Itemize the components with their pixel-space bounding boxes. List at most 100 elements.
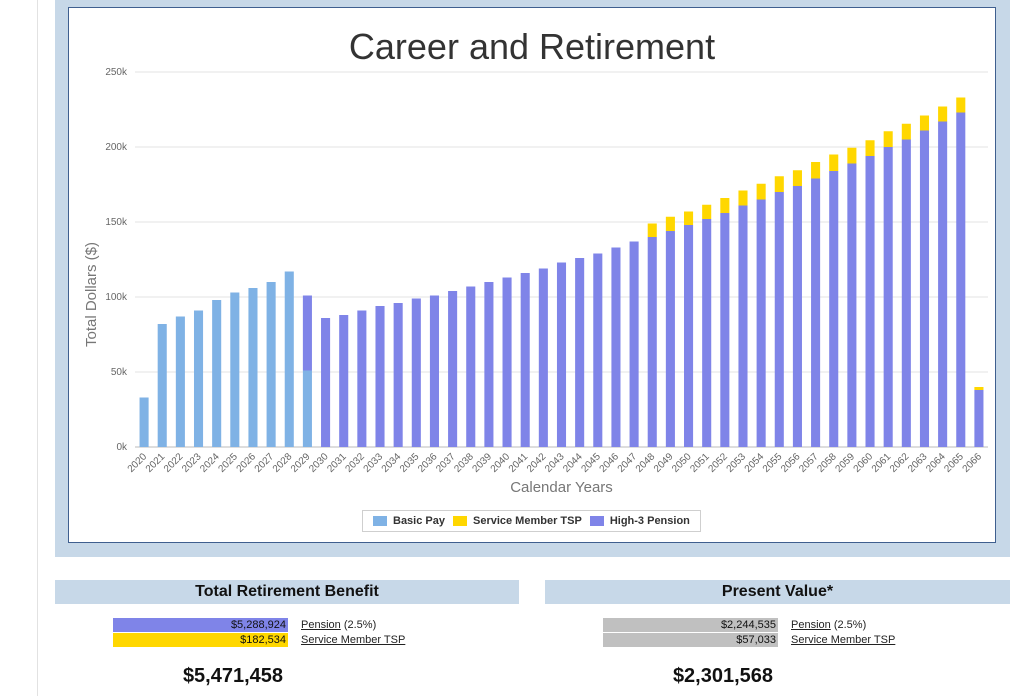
total-benefit-amount: $5,471,458 — [182, 665, 284, 687]
x-tick-label: 2065 — [942, 451, 966, 475]
legend-label-basic-pay: Basic Pay — [393, 515, 445, 527]
bar-high-3-pension — [520, 273, 530, 447]
bar-high-3-pension — [538, 268, 548, 447]
page-divider — [37, 0, 38, 696]
bar-service-member-tsp — [720, 198, 730, 213]
bar-high-3-pension — [466, 286, 476, 447]
y-tick-label: 200k — [105, 142, 128, 153]
bar-service-member-tsp — [684, 211, 694, 225]
x-tick-label: 2043 — [543, 451, 567, 475]
pension-link[interactable]: Pension — [301, 619, 341, 631]
present-value-amount: $2,301,568 — [672, 665, 774, 687]
bar-high-3-pension — [502, 277, 512, 447]
x-tick-label: 2026 — [235, 451, 259, 475]
legend-item-pension[interactable]: High-3 Pension — [589, 515, 690, 527]
total-tsp-bar: $182,534 — [113, 633, 288, 647]
x-tick-label: 2063 — [906, 451, 930, 475]
bar-basic-pay — [266, 282, 276, 447]
bar-high-3-pension — [448, 291, 458, 447]
legend-item-tsp[interactable]: Service Member TSP — [452, 515, 582, 527]
bar-high-3-pension — [629, 241, 639, 447]
x-tick-label: 2054 — [743, 451, 767, 475]
pension-swatch — [589, 516, 604, 526]
x-tick-label: 2059 — [833, 451, 857, 475]
bar-basic-pay — [212, 300, 222, 447]
bar-basic-pay — [230, 292, 240, 447]
bar-high-3-pension — [956, 112, 966, 447]
present-tsp-bar: $57,033 — [603, 633, 778, 647]
x-tick-label: 2027 — [253, 451, 277, 475]
bar-service-member-tsp — [829, 154, 839, 171]
x-tick-label: 2053 — [725, 451, 749, 475]
bar-basic-pay — [139, 397, 149, 447]
basic-pay-swatch — [373, 516, 387, 526]
x-tick-label: 2024 — [198, 451, 222, 475]
bar-basic-pay — [175, 316, 185, 447]
x-tick-label: 2034 — [380, 451, 404, 475]
bar-service-member-tsp — [702, 204, 712, 219]
bar-high-3-pension — [756, 199, 766, 447]
y-tick-label: 250k — [105, 67, 128, 78]
bar-service-member-tsp — [774, 176, 784, 192]
bar-high-3-pension — [684, 225, 694, 447]
bar-service-member-tsp — [647, 223, 657, 237]
x-tick-label: 2047 — [616, 451, 640, 475]
legend-item-basic-pay[interactable]: Basic Pay — [373, 515, 445, 527]
present-pension-link[interactable]: Pension — [791, 619, 831, 631]
bar-service-member-tsp — [901, 123, 911, 140]
x-tick-label: 2037 — [434, 451, 458, 475]
bar-high-3-pension — [774, 192, 784, 447]
x-tick-label: 2052 — [706, 451, 730, 475]
bar-high-3-pension — [883, 147, 893, 447]
bar-high-3-pension — [829, 171, 839, 447]
chart-title: Career and Retirement — [348, 26, 716, 67]
x-tick-label: 2029 — [289, 451, 313, 475]
present-pension-bar: $2,244,535 — [603, 618, 778, 632]
bar-high-3-pension — [792, 186, 802, 447]
bar-high-3-pension — [647, 237, 657, 447]
present-pension-rate: (2.5%) — [833, 619, 867, 631]
bar-high-3-pension — [847, 163, 857, 447]
bar-service-member-tsp — [756, 183, 766, 200]
x-tick-label: 2056 — [779, 451, 803, 475]
bar-high-3-pension — [720, 213, 730, 447]
bar-basic-pay — [193, 310, 204, 447]
x-tick-label: 2035 — [398, 451, 422, 475]
chart-container — [68, 7, 996, 543]
x-tick-label: 2045 — [579, 451, 603, 475]
total-pension-label: Pension (2.5%) — [301, 618, 376, 632]
total-pension-bar: $5,288,924 — [113, 618, 288, 632]
tsp-link[interactable]: Service Member TSP — [301, 634, 406, 646]
x-tick-label: 2025 — [216, 451, 240, 475]
present-pension-label: Pension (2.5%) — [791, 618, 866, 632]
bar-high-3-pension — [302, 295, 312, 371]
x-tick-label: 2031 — [325, 451, 349, 475]
present-value-header: Present Value* — [545, 580, 1010, 604]
tsp-swatch — [452, 516, 467, 526]
bar-high-3-pension — [865, 156, 875, 447]
bar-high-3-pension — [938, 121, 948, 447]
present-tsp-link[interactable]: Service Member TSP — [791, 634, 896, 646]
bar-chart: 0k50k100k150k200k250k2020202120222023202… — [83, 67, 988, 496]
x-axis-title: Calendar Years — [510, 479, 613, 496]
bar-service-member-tsp — [738, 190, 748, 206]
bar-basic-pay — [284, 271, 294, 447]
bar-service-member-tsp — [956, 97, 966, 113]
bar-high-3-pension — [321, 318, 331, 447]
x-tick-label: 2040 — [489, 451, 513, 475]
y-tick-label: 0k — [116, 442, 128, 453]
x-tick-label: 2046 — [598, 451, 622, 475]
bar-high-3-pension — [339, 315, 349, 447]
x-tick-label: 2036 — [416, 451, 440, 475]
bar-service-member-tsp — [938, 106, 948, 122]
bar-service-member-tsp — [792, 170, 802, 186]
bar-high-3-pension — [411, 298, 421, 447]
bar-service-member-tsp — [847, 147, 857, 164]
x-tick-label: 2039 — [471, 451, 495, 475]
bar-high-3-pension — [393, 303, 403, 447]
bar-high-3-pension — [738, 205, 748, 447]
y-axis-title: Total Dollars ($) — [83, 242, 100, 347]
x-tick-label: 2022 — [162, 451, 186, 475]
legend-label-tsp: Service Member TSP — [472, 515, 582, 527]
bar-high-3-pension — [575, 258, 585, 447]
